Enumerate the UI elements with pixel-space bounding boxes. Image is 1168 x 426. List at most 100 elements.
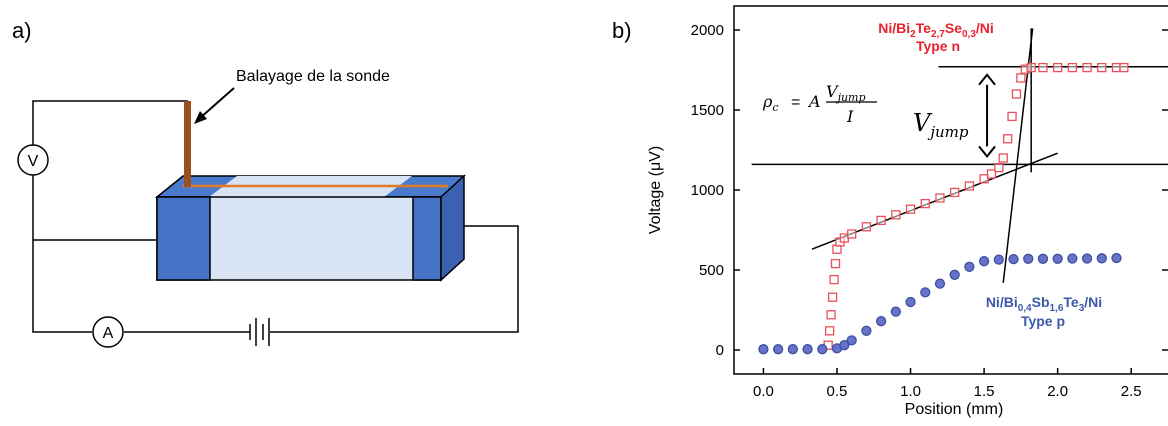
data-point-type-n [935,193,945,203]
data-point-type-n [830,258,841,269]
voltmeter-label: V [28,153,39,170]
data-point-type-p [772,344,784,355]
data-point-type-p [802,344,813,355]
data-point-type-p [846,335,857,346]
panel-a: a) Balayage [12,18,519,348]
y-tick-label: 1000 [691,182,724,199]
ammeter-icon [92,316,124,348]
probe [184,101,191,187]
data-point-type-p [1081,253,1093,264]
formula-denominator: I [846,107,854,126]
y-tick-label: 2000 [691,22,724,39]
data-point-type-p [1096,253,1107,264]
bar-side-face [440,174,465,282]
data-point-type-n [964,181,975,191]
formula-A: A [807,92,821,111]
vjump-arrowhead-down-icon [978,145,996,159]
probe-arrow [199,87,235,119]
y-axis-label: Voltage (μV) [647,146,664,234]
series-n-label: Ni/Bi2Te2,7Se0,3/Ni [878,20,994,40]
data-point-type-n [1026,62,1036,73]
left-contact [156,196,211,281]
x-tick-label: 2.5 [1121,383,1142,400]
series-p-type: Type p [1021,313,1065,329]
data-point-type-n [1053,62,1063,73]
y-tick-label: 500 [699,262,724,279]
series-p-label: Ni/Bi0,4Sb1,6Te3/Ni [986,294,1102,314]
data-point-type-p [920,287,931,298]
data-point-type-n [920,198,930,209]
data-point-type-n [950,187,960,198]
x-tick-label: 1.0 [900,383,921,400]
y-tick-label: 1500 [691,102,724,119]
plot-content [751,28,1168,355]
data-point-type-n [891,210,901,220]
x-tick-label: 2.0 [1047,383,1068,400]
data-point-type-p [890,306,901,317]
sample-bar [154,174,466,282]
right-contact [412,196,442,281]
data-point-type-p [964,261,975,272]
voltmeter-icon [17,144,49,176]
x-axis-label: Position (mm) [905,401,1004,418]
x-tick-label: 1.5 [974,383,995,400]
series-n-type: Type n [916,38,960,54]
data-point-type-p [1111,252,1122,264]
vjump-arrowhead-up-icon [978,73,996,86]
data-point-type-n [876,215,886,226]
data-point-type-p [758,344,769,355]
contact-resistance-formula: ρc = A Vjump I [762,82,877,126]
data-point-type-n [829,274,839,285]
data-point-type-n [1007,111,1017,122]
panel-b-label: b) [612,18,632,43]
data-point-type-p [905,296,916,308]
data-point-type-p [1052,253,1063,264]
probe-arrowhead-icon [194,111,207,124]
data-point-type-p [787,344,798,355]
data-point-type-p [1023,253,1034,264]
data-point-type-n [827,292,838,302]
data-point-type-p [993,254,1004,265]
data-point-type-n [905,204,916,214]
data-point-type-p [817,344,828,355]
data-point-type-n [826,310,836,320]
panel-a-label: a) [12,18,32,43]
data-point-type-n [1082,62,1092,73]
wire-top-left [32,100,188,145]
formula-equals: = [791,94,800,111]
data-point-type-n [1119,62,1129,73]
data-point-type-p [1037,253,1049,264]
formula-numerator: Vjump [826,82,866,104]
data-point-type-p [949,269,960,280]
data-point-type-p [1008,253,1019,265]
data-point-type-n [998,153,1008,163]
formula-lhs: ρc [762,92,779,114]
wire-left [32,175,92,333]
data-point-type-n [1002,134,1013,144]
wire-right [270,225,519,333]
data-point-type-n [1038,62,1048,73]
data-point-type-n [861,222,872,232]
data-point-type-p [839,340,850,351]
x-tick-label: 0.5 [827,383,848,400]
data-point-type-n [1067,62,1078,73]
data-point-type-p [978,256,990,267]
data-point-type-n [986,169,997,179]
data-point-type-n [979,174,989,184]
data-point-type-p [934,278,946,289]
data-point-type-p [861,325,872,336]
probe-label: Balayage de la sonde [236,68,390,85]
y-tick-label: 0 [716,342,724,359]
data-point-type-n [1011,89,1022,99]
ammeter-label: A [103,325,114,342]
data-point-type-p [1067,253,1078,264]
battery-icon [249,318,270,346]
panel-b: b) 0.0 0.5 1.0 1.5 2.0 2.5 0 500 1000 1500 2000 Vo… [612,5,1168,418]
vjump-label: Vjump [913,109,969,141]
x-tick-label: 0.0 [753,383,774,400]
data-point-type-n [824,326,835,336]
data-point-type-p [875,316,887,327]
data-point-type-n [994,162,1004,173]
data-point-type-n [1097,62,1107,73]
data-point-type-n [847,229,857,239]
